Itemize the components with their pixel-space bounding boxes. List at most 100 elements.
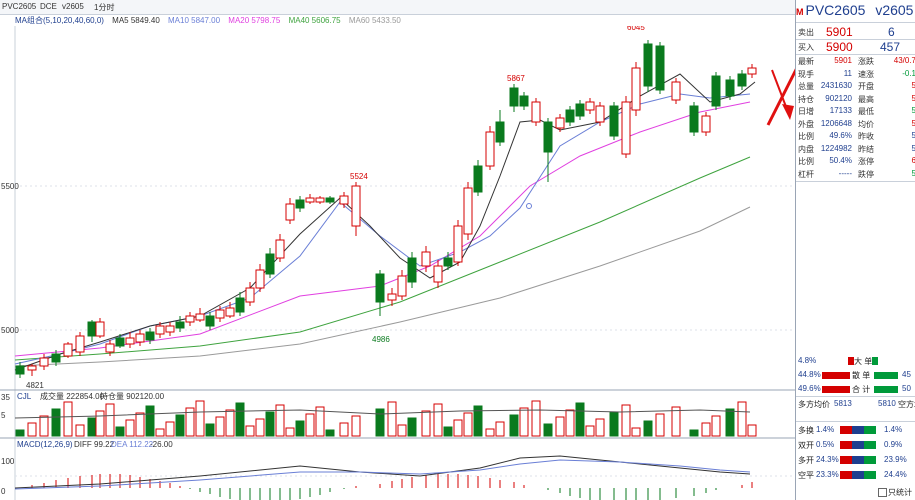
marker-circle: [526, 203, 532, 209]
candle-body: [75, 335, 85, 353]
quote-row: 最新 5901 涨跌 43/0.7: [798, 56, 915, 66]
ma-indicator-bar: MA组合(5,10,20,40,60,0) MA5 5849.40 MA10 5…: [15, 15, 795, 26]
candle-body: [275, 239, 285, 259]
volume-bar: [711, 415, 721, 437]
kline-chart[interactable]: 5500 5000 6045 5867 5524 4986 4821 CJL 成…: [0, 26, 795, 500]
dea-line: [14, 459, 751, 490]
ma60-value: MA60 5433.50: [348, 16, 401, 25]
dea-value: DEA 112.22: [111, 440, 154, 449]
volume-bar: [145, 405, 155, 437]
only-stat-row[interactable]: 只统计: [796, 487, 915, 499]
volume-bar: [95, 410, 105, 437]
volume-bar: [215, 416, 225, 437]
diff-line: [14, 455, 751, 489]
stat-row: 空平 23.3% 24.4%: [798, 470, 907, 480]
sell-row[interactable]: 卖出 5901 6: [796, 25, 915, 39]
quote-symbol: PVC2605: [805, 2, 866, 18]
only-stat-label: 只统计: [888, 488, 912, 497]
volume-bar: [421, 410, 431, 437]
volume-bar: [747, 424, 757, 437]
market-icon: M: [796, 7, 804, 17]
candle-body: [285, 203, 295, 221]
volume-bar: [443, 426, 453, 437]
candle-body: [87, 321, 97, 337]
volume-bar: [15, 429, 25, 437]
ma40-value: MA40 5606.75: [288, 16, 341, 25]
candle-body: [531, 101, 541, 123]
stat-row: 双开 0.5% 0.9%: [798, 440, 903, 450]
volume-bar: [689, 429, 699, 437]
macd-axis-100: 100: [1, 457, 15, 466]
candle-body: [473, 165, 483, 193]
ma20-line: [14, 101, 751, 357]
volume-bar: [235, 402, 245, 437]
ma40-line: [14, 156, 751, 361]
quote-panel: M PVC2605 v2605 卖出 5901 6 买入 5900 457 最新 5…: [795, 0, 915, 500]
open-interest-value: 持仓量 902120.00: [100, 391, 165, 401]
volume-bar: [255, 418, 265, 437]
only-stat-checkbox[interactable]: [878, 488, 887, 497]
quote-row: 日增17133最低5: [798, 106, 915, 116]
volume-bar: [225, 409, 235, 437]
candle-body: [305, 197, 315, 203]
volume-bar: [75, 424, 85, 437]
quote-row: 杠杆-----跌停5: [798, 168, 915, 179]
period-selector[interactable]: 1分时: [94, 3, 115, 12]
macd-axis-0: 0: [1, 487, 6, 496]
candle-body: [351, 185, 361, 227]
oi-line: [14, 409, 751, 419]
candle-body: [195, 313, 205, 321]
volume-bar: [621, 404, 631, 437]
candle-body: [595, 105, 605, 123]
volume-bar: [737, 401, 747, 437]
volume-bar: [671, 406, 681, 437]
volume-bar: [519, 407, 529, 437]
quote-row: 外盘1206648均价5: [798, 118, 915, 129]
candle-body: [235, 297, 245, 313]
quote-title: M PVC2605 v2605: [796, 2, 915, 22]
buy-row[interactable]: 买入 5900 457: [796, 40, 915, 54]
volume-bar: [555, 416, 565, 437]
candle-body: [509, 87, 519, 107]
volume-bar: [387, 401, 397, 437]
ma10-line: [14, 93, 751, 365]
candle-body: [689, 105, 699, 133]
candle-body: [631, 67, 641, 111]
volume-bar: [51, 408, 61, 437]
volume-bar: [205, 423, 215, 437]
low-price-label: 4821: [26, 381, 44, 390]
volume-bar: [39, 415, 49, 437]
sell-qty: 6: [888, 25, 895, 39]
volume-bar: [631, 427, 641, 437]
volume-bar: [265, 411, 275, 437]
low-annotation: 4986: [372, 335, 390, 344]
volume-bar: [397, 424, 407, 437]
volume-bar: [495, 421, 505, 437]
candle-body: [63, 343, 73, 357]
volume-bar: [575, 402, 585, 437]
candles: [15, 40, 757, 378]
volume-bar: [407, 417, 417, 437]
volume-bar: [195, 400, 205, 437]
candle-body: [495, 121, 505, 143]
volume-bar: [339, 422, 349, 437]
buy-price: 5900: [826, 40, 853, 54]
candle-body: [205, 315, 215, 327]
candle-body: [565, 109, 575, 123]
volume-bar: [543, 423, 553, 437]
volume-bar: [295, 420, 305, 437]
quote-code: v2605: [875, 2, 914, 18]
total-order-row: 49.6% 合 计 50: [798, 384, 911, 394]
volume-bar: [315, 406, 325, 437]
volume-label[interactable]: CJL: [17, 392, 32, 401]
volume-bar: [305, 413, 315, 437]
candle-body: [15, 365, 25, 375]
candle-body: [51, 353, 61, 363]
macd-label[interactable]: MACD(12,26,9): [17, 440, 73, 449]
symbol-label[interactable]: PVC2605: [2, 2, 37, 11]
candle-body: [453, 225, 463, 263]
ma-label[interactable]: MA组合(5,10,20,40,60,0): [15, 16, 104, 25]
candle-body: [555, 117, 565, 129]
volume-bar: [595, 418, 605, 437]
volume-bar: [509, 414, 519, 437]
